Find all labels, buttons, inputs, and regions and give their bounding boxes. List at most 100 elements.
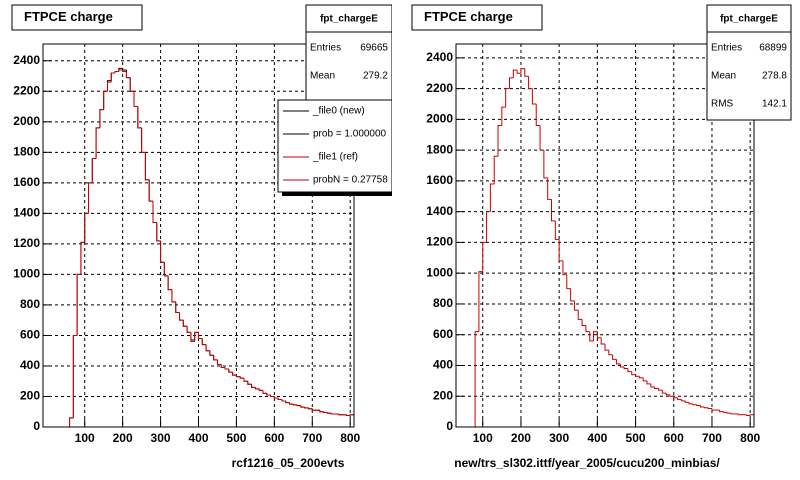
- histogram-bin: [535, 103, 541, 127]
- x-tick-label: 300: [151, 431, 171, 445]
- y-tick-label: 2200: [426, 81, 453, 95]
- histogram-bin: [198, 332, 203, 339]
- histogram-bin: [194, 331, 199, 342]
- plot-border: [455, 43, 755, 428]
- histogram-bin: [669, 394, 674, 397]
- histogram-bin: [235, 375, 241, 378]
- histogram-bin: [581, 319, 586, 326]
- histogram-bin: [707, 407, 712, 410]
- histogram-bin: [319, 410, 324, 413]
- histogram-bin: [179, 312, 184, 321]
- legend-note: prob = 1.000000: [313, 129, 387, 140]
- histogram-bin: [160, 240, 165, 263]
- y-tick-label: 0: [33, 419, 40, 433]
- legend-entry: _file1 (ref): [312, 152, 358, 163]
- y-tick-label: 0: [446, 419, 453, 433]
- histogram-bin: [72, 334, 78, 418]
- histogram-bin: [650, 383, 655, 388]
- histogram-bin: [99, 109, 104, 128]
- x-tick-label: 800: [340, 431, 360, 445]
- histogram-bin: [482, 241, 487, 272]
- histogram-bin: [501, 106, 506, 126]
- histogram-bin: [516, 70, 521, 74]
- y-tick-label: 1000: [13, 267, 40, 281]
- x-tick-label: 700: [302, 431, 322, 445]
- histogram-bin: [141, 127, 146, 153]
- histogram-bin: [186, 326, 191, 333]
- x-tick-label: 600: [664, 431, 684, 445]
- y-tick-label: 2200: [13, 83, 40, 97]
- stats-label: RMS: [711, 99, 734, 110]
- histogram-bin: [285, 401, 290, 404]
- histogram-bin: [562, 260, 567, 276]
- histogram-bin: [631, 371, 636, 376]
- histogram-bin: [474, 331, 479, 427]
- x-tick-label: 500: [226, 431, 246, 445]
- histogram-bin: [566, 274, 571, 290]
- x-tick-label: 500: [626, 431, 646, 445]
- histogram-bin: [103, 90, 108, 110]
- histogram-bin: [273, 396, 279, 399]
- pad: 100 200 300 400 500 600 700 800 0 200 400 600 800 100…: [11, 4, 392, 470]
- histogram-bin: [688, 402, 693, 405]
- histogram-bin: [125, 71, 131, 79]
- histogram-bin: [80, 241, 85, 275]
- histogram-bin: [692, 403, 697, 406]
- histogram-bin: [110, 72, 116, 83]
- histogram-bin: [232, 372, 237, 376]
- y-tick-label: 2400: [426, 50, 453, 64]
- histogram-bin: [152, 201, 157, 224]
- histogram-bin: [292, 404, 298, 406]
- chart-title: FTPCE charge: [24, 9, 113, 24]
- histogram-bin: [520, 68, 525, 74]
- histogram-bin: [216, 359, 222, 365]
- histogram-bin: [175, 301, 180, 314]
- histogram-bin: [489, 183, 495, 212]
- y-tick-label: 2400: [13, 53, 40, 67]
- y-tick-label: 1600: [13, 175, 40, 189]
- histogram-bin: [696, 404, 701, 406]
- y-tick-label: 400: [433, 358, 453, 372]
- histogram-bin: [700, 405, 705, 408]
- y-tick-label: 1600: [426, 173, 453, 187]
- histogram-bin: [505, 88, 510, 108]
- histogram-bin: [528, 76, 533, 90]
- stats-label: Mean: [310, 71, 335, 82]
- histogram-bin: [615, 359, 621, 365]
- histogram-bin: [627, 368, 632, 373]
- x-tick-label: 200: [113, 431, 133, 445]
- y-tick-label: 800: [433, 296, 453, 310]
- histogram-bin: [213, 355, 218, 361]
- histogram-bin: [122, 69, 127, 72]
- stats-label: Entries: [310, 43, 341, 54]
- histogram-bin: [711, 408, 716, 411]
- histogram-bin: [554, 220, 560, 240]
- plot-border: [42, 43, 355, 428]
- histogram-bin: [277, 398, 282, 401]
- histogram-bin: [163, 262, 169, 277]
- histogram-bin: [182, 320, 188, 327]
- legend-note: probN = 0.27758: [313, 175, 388, 186]
- histogram-bin: [330, 413, 336, 415]
- stats-value: 142.1: [762, 99, 787, 110]
- histogram-bin: [323, 411, 328, 414]
- pad: 100 200 300 400 500 600 700 800 0 200 400 600 800 100…: [411, 4, 792, 470]
- histogram-bin: [311, 408, 317, 411]
- histogram-bin: [270, 394, 275, 397]
- x-tick-label: 400: [587, 431, 607, 445]
- histogram-bin: [88, 182, 93, 214]
- histogram-bin: [224, 367, 229, 370]
- histogram-bin: [148, 179, 153, 202]
- histogram-bin: [307, 407, 313, 410]
- histogram-bin: [657, 388, 663, 391]
- histogram-bin: [730, 413, 735, 415]
- y-tick-label: 1200: [13, 236, 40, 250]
- chart-title: FTPCE charge: [424, 9, 513, 24]
- histogram-bin: [642, 377, 648, 382]
- stats-label: Mean: [711, 71, 736, 82]
- legend-entry: _file0 (new): [312, 106, 365, 117]
- stats-value: 279.2: [363, 71, 388, 82]
- histogram-bin: [239, 376, 245, 379]
- x-tick-label: 100: [75, 431, 95, 445]
- histogram-bin: [749, 414, 754, 416]
